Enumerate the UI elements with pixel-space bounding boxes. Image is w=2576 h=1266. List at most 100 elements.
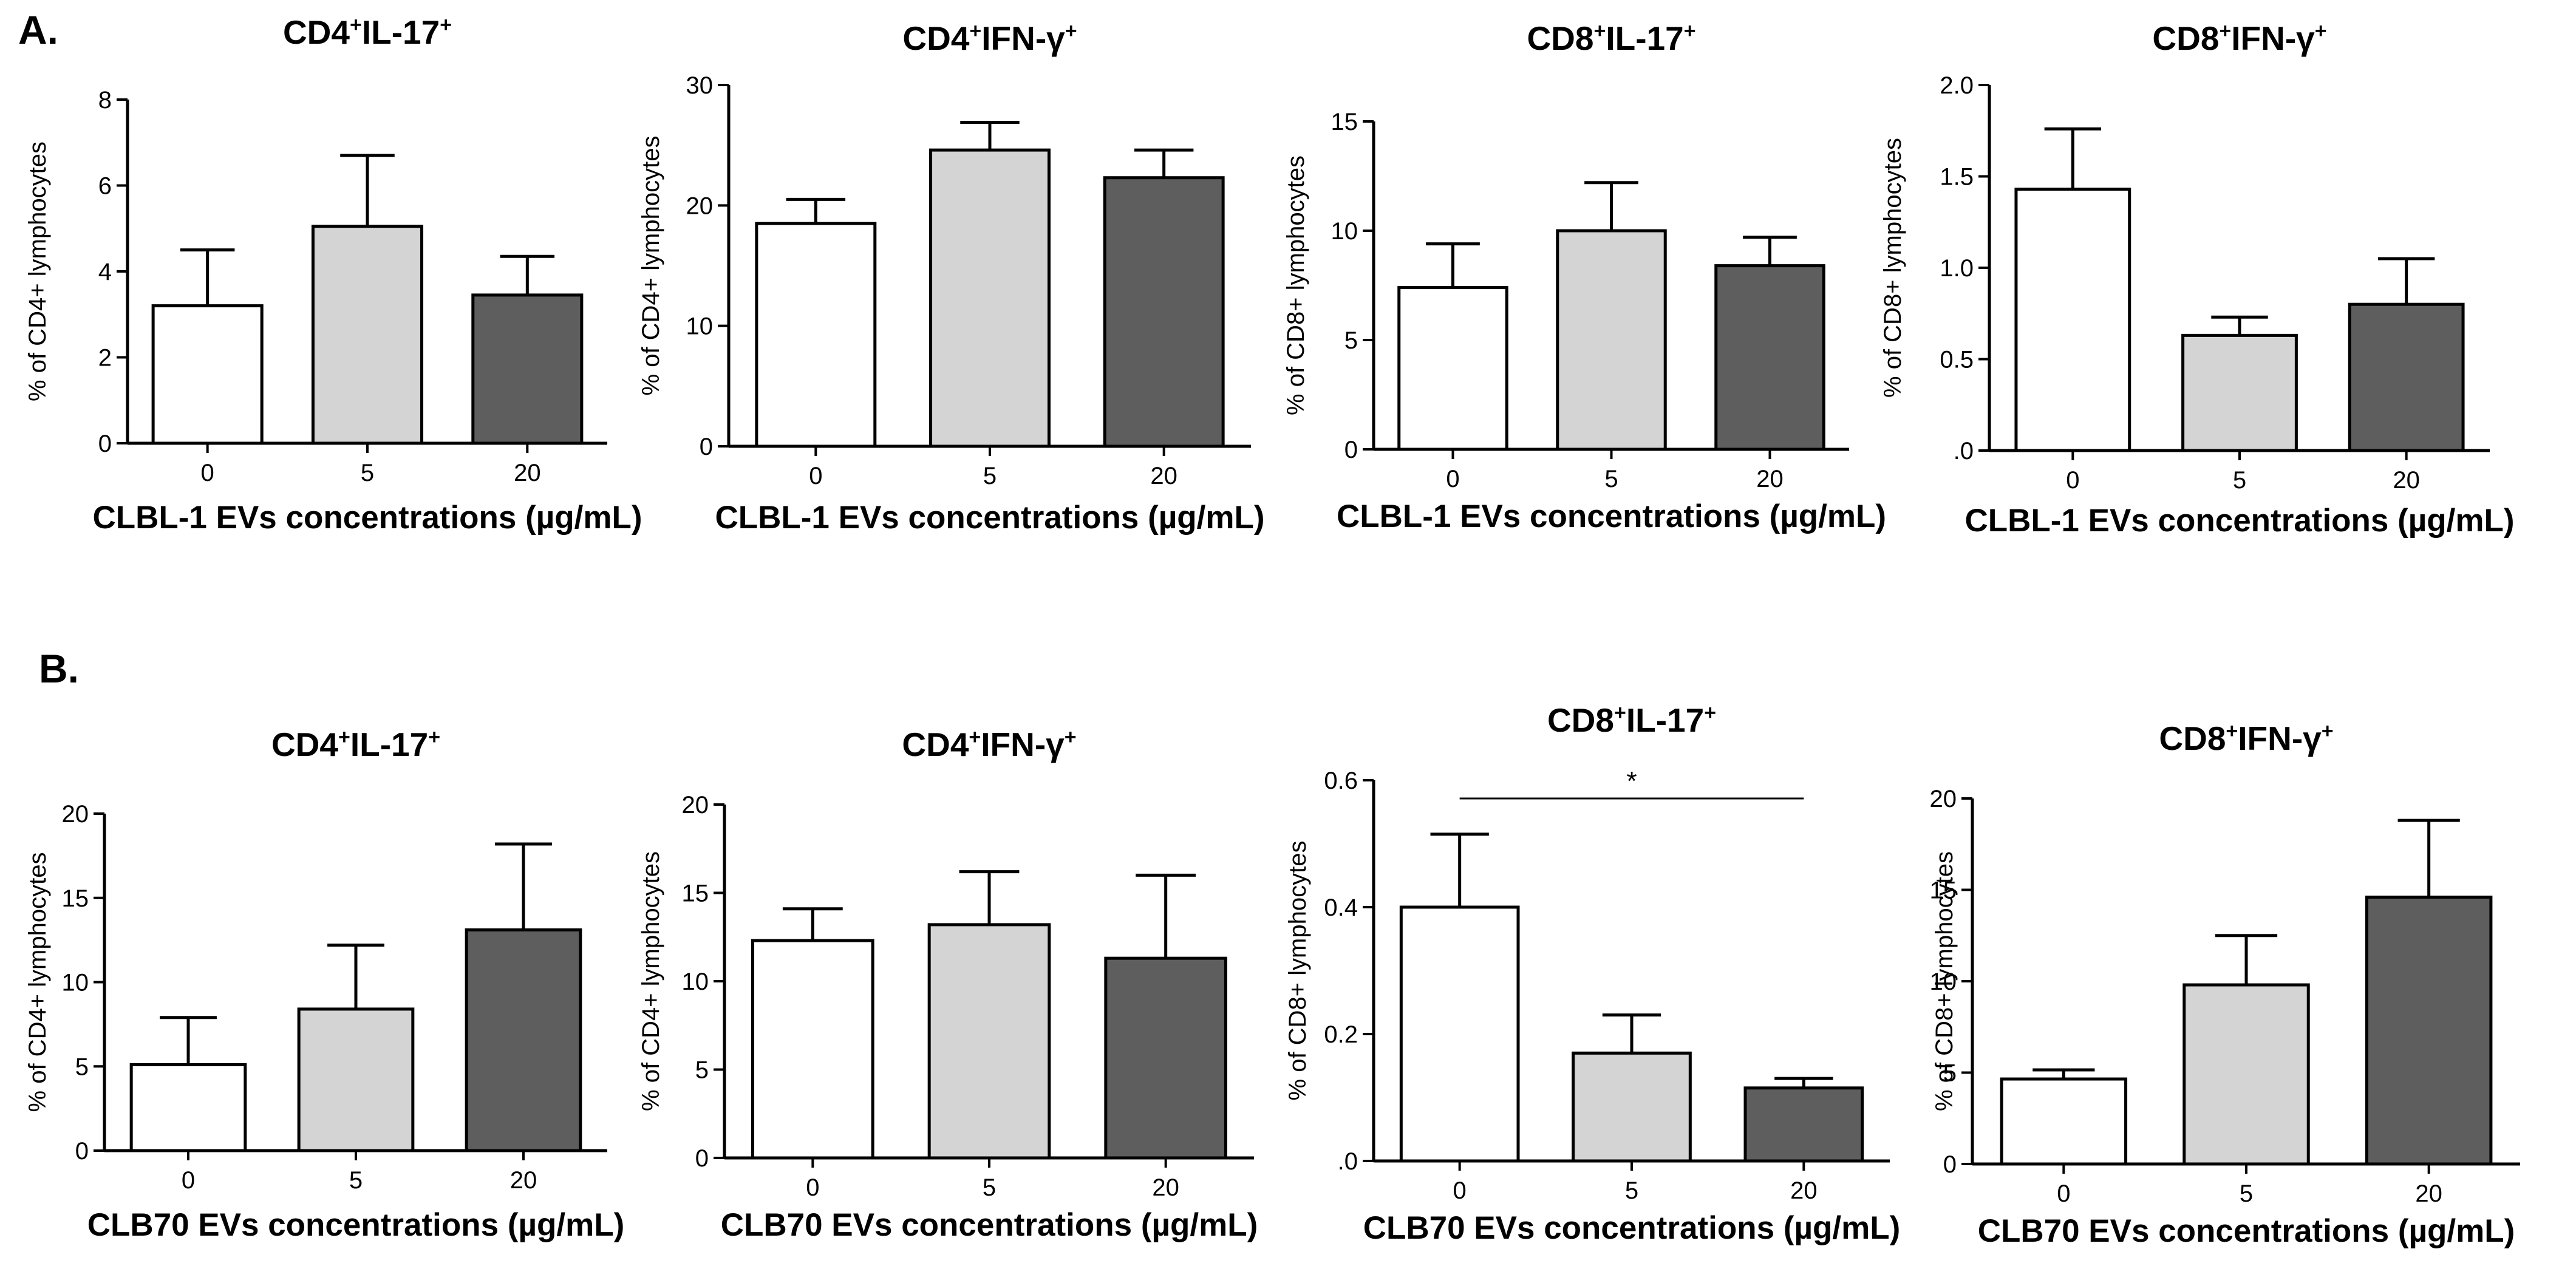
y-tick-label: 1.0 bbox=[1940, 255, 1974, 282]
x-tick-label: 0 bbox=[806, 1174, 819, 1201]
y-tick-label: 20 bbox=[686, 192, 714, 219]
y-tick-label: 10 bbox=[682, 968, 709, 995]
bar-5 bbox=[1572, 1051, 1692, 1163]
y-tick-label: 0 bbox=[1344, 437, 1358, 463]
y-tick-label: 10 bbox=[1331, 218, 1358, 245]
title-superscript: + bbox=[1614, 701, 1626, 724]
chart-7: CD8+IL-17+.00.20.40.60 5 20*CLB70 EVs conc… bbox=[1284, 701, 1900, 1246]
bar-5 bbox=[2182, 983, 2310, 1166]
bar-20 bbox=[2348, 302, 2465, 452]
title-superscript: + bbox=[2315, 19, 2327, 43]
title-superscript: + bbox=[1065, 726, 1077, 749]
x-tick-label: 20 bbox=[1152, 1174, 1179, 1201]
chart-title: CD4+IL-17+ bbox=[283, 13, 452, 51]
y-tick-label: 0 bbox=[1943, 1151, 1957, 1178]
y-tick-label: 0 bbox=[98, 431, 112, 457]
x-tick-label: 5 bbox=[361, 460, 374, 486]
x-tick-label: 0 bbox=[2066, 467, 2079, 494]
bar-0 bbox=[755, 222, 877, 448]
x-tick-label: 5 bbox=[1604, 466, 1618, 492]
title-text: CD4 bbox=[902, 19, 969, 57]
y-tick-label: 0.5 bbox=[1940, 347, 1974, 373]
panel-label-a: A. bbox=[18, 7, 58, 52]
y-axis-title: % of CD8+ lymphocytes bbox=[1879, 138, 1906, 398]
x-tick-label: 5 bbox=[983, 1174, 996, 1201]
y-axis-title: % of CD8+ lymphocytes bbox=[1284, 841, 1311, 1101]
y-tick-label: 5 bbox=[695, 1057, 709, 1084]
panel-label-b: B. bbox=[39, 646, 79, 691]
y-tick-label: .0 bbox=[1954, 438, 1974, 465]
x-axis-title: CLB70 EVs concentrations (µg/mL) bbox=[1363, 1210, 1901, 1246]
x-tick-label: 20 bbox=[2415, 1180, 2442, 1207]
y-tick-label: 15 bbox=[1331, 109, 1358, 135]
bar-0 bbox=[2014, 188, 2131, 452]
title-text: IFN-γ bbox=[2231, 19, 2315, 57]
y-tick-label: 0.2 bbox=[1324, 1021, 1358, 1048]
y-tick-label: 4 bbox=[98, 259, 112, 285]
y-tick-label: 5 bbox=[1943, 1060, 1957, 1087]
title-text: IFN-γ bbox=[2238, 720, 2322, 757]
bar-20 bbox=[1714, 264, 1825, 451]
x-axis-title: CLBL-1 EVs concentrations (µg/mL) bbox=[1337, 499, 1886, 534]
title-text: CD4 bbox=[902, 726, 969, 763]
title-text: CD8 bbox=[2152, 19, 2219, 57]
title-text: IL-17 bbox=[1606, 19, 1683, 57]
title-superscript: + bbox=[350, 13, 362, 36]
x-tick-label: 20 bbox=[2393, 467, 2420, 494]
x-tick-label: 0 bbox=[2057, 1180, 2070, 1207]
y-tick-label: 20 bbox=[682, 792, 709, 818]
x-tick-label: 0 bbox=[201, 460, 214, 486]
y-axis-title: % of CD4+ lymphocytes bbox=[638, 136, 664, 396]
bar-5 bbox=[929, 148, 1051, 448]
title-text: IFN-γ bbox=[981, 19, 1065, 57]
title-text: CD8 bbox=[2159, 720, 2226, 757]
chart-title: CD8+IFN-γ+ bbox=[2159, 720, 2333, 757]
y-axis-title: % of CD8+ lymphocytes bbox=[1931, 851, 1958, 1111]
y-tick-label: 10 bbox=[62, 970, 89, 996]
title-text: IL-17 bbox=[362, 13, 440, 51]
bar-5 bbox=[297, 1007, 415, 1152]
y-tick-label: 15 bbox=[62, 885, 89, 912]
x-tick-label: 20 bbox=[510, 1167, 537, 1194]
title-superscript: + bbox=[428, 726, 440, 749]
x-axis-title: CLB70 EVs concentrations (µg/mL) bbox=[1978, 1213, 2515, 1249]
bar-0 bbox=[151, 304, 264, 445]
bar-0 bbox=[1397, 286, 1508, 451]
bar-0 bbox=[1399, 905, 1520, 1163]
bar-5 bbox=[927, 923, 1051, 1160]
chart-title: CD4+IL-17+ bbox=[271, 726, 440, 763]
x-tick-label: 5 bbox=[2233, 467, 2246, 494]
y-tick-label: 0 bbox=[75, 1138, 89, 1165]
title-superscript: + bbox=[440, 13, 452, 36]
title-text: IL-17 bbox=[1626, 701, 1704, 739]
title-superscript: + bbox=[1593, 19, 1606, 43]
x-axis-title: CLBL-1 EVs concentrations (µg/mL) bbox=[715, 500, 1264, 536]
y-tick-label: 15 bbox=[1930, 877, 1957, 904]
x-axis-title: CLBL-1 EVs concentrations (µg/mL) bbox=[1964, 503, 2514, 539]
chart-title: CD4+IFN-γ+ bbox=[902, 19, 1077, 57]
y-tick-label: 2.0 bbox=[1940, 72, 1974, 99]
y-tick-label: 0 bbox=[695, 1145, 709, 1172]
y-tick-label: 0.4 bbox=[1324, 894, 1358, 921]
y-tick-label: 10 bbox=[686, 313, 714, 340]
x-tick-label: 20 bbox=[1756, 466, 1784, 492]
title-superscript: + bbox=[338, 726, 350, 749]
title-superscript: + bbox=[1065, 19, 1077, 43]
y-tick-label: 8 bbox=[98, 87, 112, 114]
x-axis-title: CLBL-1 EVs concentrations (µg/mL) bbox=[92, 500, 642, 536]
bar-5 bbox=[2181, 333, 2298, 452]
x-tick-label: 5 bbox=[2240, 1180, 2253, 1207]
y-tick-label: 15 bbox=[682, 880, 709, 907]
x-tick-label: 5 bbox=[1625, 1177, 1638, 1204]
bar-20 bbox=[2365, 896, 2493, 1166]
x-tick-label: 20 bbox=[1150, 463, 1177, 489]
bar-0 bbox=[751, 939, 874, 1160]
chart-title: CD8+IL-17+ bbox=[1527, 19, 1695, 57]
